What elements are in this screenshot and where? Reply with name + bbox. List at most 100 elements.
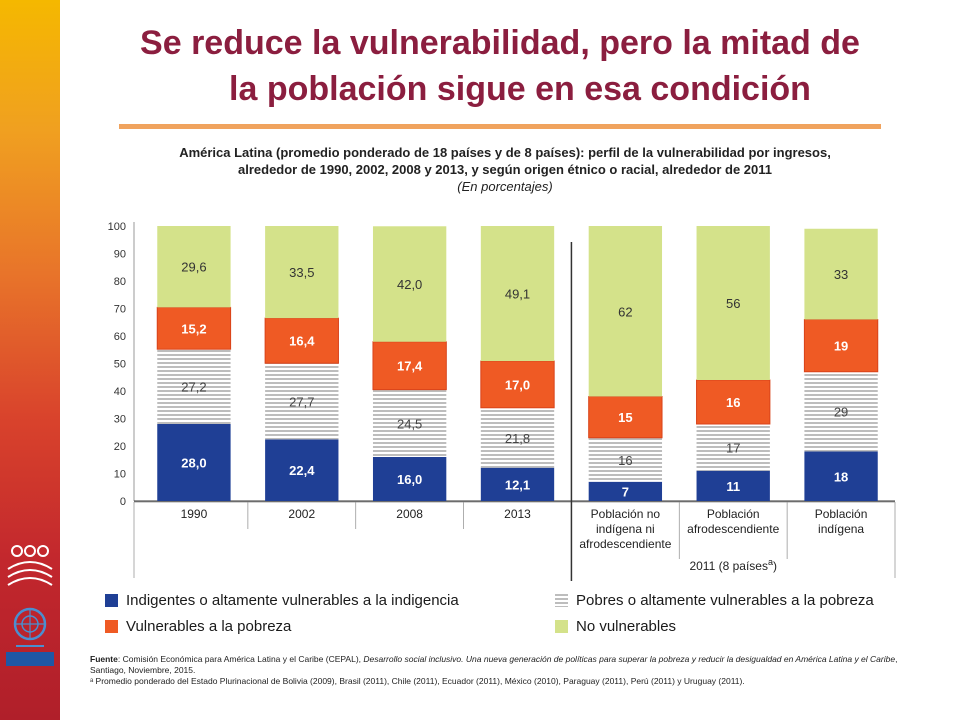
group-label-sup: a: [768, 557, 773, 567]
source-footer: Fuente: Comisión Económica para América …: [90, 654, 925, 687]
bar-segment-pobres: [265, 363, 339, 440]
bar-segment-pobres: [372, 389, 447, 457]
bar-value-label: 27,2: [181, 380, 206, 395]
legend-swatch: [105, 620, 118, 633]
x-category-label: Población: [815, 507, 868, 521]
x-category-label: 1990: [181, 507, 208, 521]
x-category-label: 2013: [504, 507, 531, 521]
bar-value-label: 29,6: [181, 260, 206, 275]
legend-label: Indigentes o altamente vulnerables a la …: [126, 592, 459, 609]
legend-label: No vulnerables: [576, 618, 677, 635]
bar-value-label: 16: [726, 395, 740, 410]
title-line-2: la población sigue en esa condición: [229, 70, 811, 108]
bar-segment-vulnerables: [803, 319, 879, 373]
title-line-1: Se reduce la vulnerabilidad, pero la mit…: [140, 24, 860, 62]
bar-segment-vulnerables: [156, 306, 232, 350]
bar-segment-indigentes: [265, 439, 339, 501]
bar-value-label: 17: [726, 440, 740, 455]
chart-units: (En porcentajes): [457, 179, 553, 194]
bar-segment-pobres: [480, 407, 555, 468]
bar-value-label: 15: [618, 410, 632, 425]
bar-segment-no-vulnerables: [265, 226, 339, 319]
bar-value-label: 16,0: [397, 472, 422, 487]
bar-value-label: 11: [726, 479, 740, 494]
bar-value-label: 29: [834, 405, 848, 420]
bar-value-label: 22,4: [289, 463, 315, 478]
bar-segment-indigentes: [588, 481, 663, 501]
y-tick-label: 50: [114, 359, 126, 371]
legend-item-no-vulnerables: No vulnerables: [555, 618, 676, 635]
group-label-text: 2011 (8 países: [689, 559, 768, 573]
y-tick-label: 20: [114, 441, 126, 453]
legend-swatch: [105, 594, 118, 607]
bar-value-label: 17,0: [505, 377, 530, 392]
united-nations-logo-icon: [13, 607, 47, 647]
y-tick-label: 100: [108, 221, 126, 233]
bar-segment-pobres: [588, 437, 663, 482]
bar-segment-pobres: [804, 371, 878, 452]
source-end: , Santiago, Noviembre, 2015.: [90, 654, 898, 675]
legend-swatch: [555, 620, 568, 633]
bar-value-label: 62: [618, 304, 632, 319]
group-label-2011: 2011 (8 paísesa): [689, 557, 777, 573]
source-note: Fuente: Comisión Económica para América …: [90, 654, 925, 676]
title-divider: [119, 124, 881, 129]
footnote-a: ᵃ Promedio ponderado del Estado Plurinac…: [90, 676, 745, 686]
bar-segment-indigentes: [804, 451, 878, 501]
bar-segment-indigentes: [157, 424, 231, 501]
bar-value-label: 17,4: [397, 359, 423, 374]
x-category-label: 2008: [396, 507, 423, 521]
cepal-motif-icon: [7, 545, 53, 586]
decorative-sidebar: [0, 0, 60, 720]
source-text: : Comisión Económica para América Latina…: [117, 654, 364, 664]
bar-value-label: 15,2: [181, 321, 206, 336]
bar-value-label: 19: [834, 339, 848, 354]
y-tick-label: 60: [114, 331, 126, 343]
y-tick-label: 70: [114, 304, 126, 316]
bar-value-label: 18: [834, 469, 848, 484]
bar-value-label: 21,8: [505, 431, 530, 446]
bar-value-label: 24,5: [397, 416, 422, 431]
bar-segment-vulnerables: [588, 396, 663, 439]
bar-segment-indigentes: [696, 470, 770, 501]
y-tick-label: 10: [114, 469, 126, 481]
bar-value-label: 33,5: [289, 265, 314, 280]
bar-value-label: 16,4: [289, 334, 315, 349]
y-tick-label: 30: [114, 414, 126, 426]
bar-value-label: 42,0: [397, 277, 422, 292]
legend-label: Vulnerables a la pobreza: [126, 618, 292, 635]
bar-segment-pobres: [157, 349, 231, 424]
y-tick-label: 80: [114, 276, 126, 288]
bar-value-label: 7: [622, 484, 629, 499]
x-category-label: indígena: [818, 522, 864, 536]
bar-value-label: 27,7: [289, 394, 314, 409]
group-label-end: ): [773, 559, 777, 573]
bar-value-label: 49,1: [505, 287, 530, 302]
bar-value-label: 28,0: [181, 456, 206, 471]
legend-item-pobres: Pobres o altamente vulnerables a la pobr…: [555, 592, 874, 609]
bar-value-label: 33: [834, 267, 848, 282]
legend-item-vulnerables: Vulnerables a la pobreza: [105, 618, 291, 635]
source-label: Fuente: [90, 654, 118, 664]
bar-segment-vulnerables: [480, 360, 555, 409]
bar-segment-no-vulnerables: [588, 226, 663, 397]
bar-segment-no-vulnerables: [696, 226, 770, 380]
page-title: Se reduce la vulnerabilidad, pero la mit…: [70, 20, 930, 112]
bar-segment-no-vulnerables: [372, 226, 447, 342]
bar-segment-no-vulnerables: [480, 226, 555, 362]
legend-swatch: [555, 594, 568, 607]
bar-segment-indigentes: [372, 457, 447, 501]
y-tick-label: 40: [114, 386, 126, 398]
x-category-label: Población: [707, 507, 760, 521]
x-category-label: afrodescendiente: [687, 522, 779, 536]
y-tick-label: 0: [120, 496, 126, 508]
x-category-label: Población no: [591, 507, 661, 521]
bar-value-label: 12,1: [505, 477, 530, 492]
legend-label: Pobres o altamente vulnerables a la pobr…: [576, 592, 874, 609]
subtitle-line-1: América Latina (promedio ponderado de 18…: [179, 145, 831, 160]
bar-segment-indigentes: [480, 467, 555, 501]
source-publication: Desarrollo social inclusivo. Una nueva g…: [363, 654, 896, 664]
chart-subtitle: América Latina (promedio ponderado de 18…: [90, 144, 920, 178]
bar-segment-pobres: [696, 424, 770, 471]
bar-segment-no-vulnerables: [157, 226, 231, 308]
